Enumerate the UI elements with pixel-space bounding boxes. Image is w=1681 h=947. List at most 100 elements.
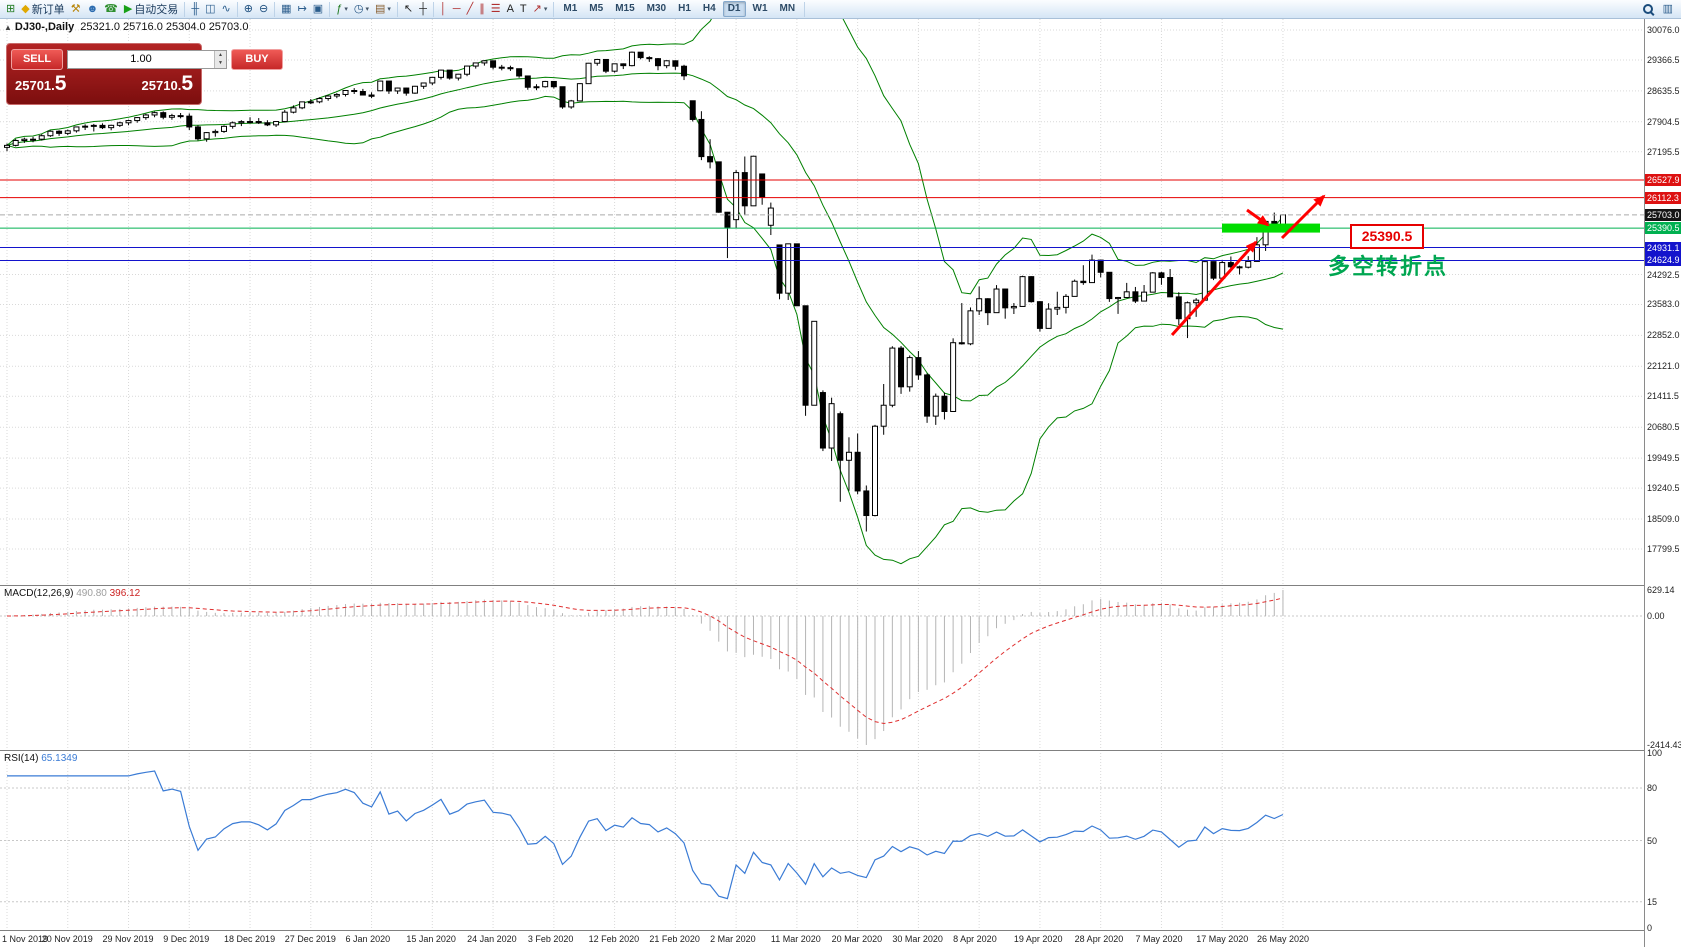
line-chart-icon: ∿ (221, 3, 231, 15)
turning-point-text: 多空转折点 (1328, 254, 1449, 279)
zoom-out-button[interactable]: ⊖ (257, 1, 270, 17)
vertical-line-icon: │ (439, 3, 447, 15)
horizontal-line-icon: ─ (452, 3, 461, 15)
label-button[interactable]: T (518, 1, 529, 17)
time-axis[interactable]: 1 Nov 2019 20 Nov 2019 29 Nov 2019 9 Dec 20… (0, 931, 1644, 947)
timeframe-m30-button[interactable]: M30 (646, 3, 667, 14)
toolbar-group: ▦ ↦ ▣ (275, 1, 331, 17)
price-tick-label: 23583.0 (1647, 299, 1680, 310)
bar-chart-button[interactable]: ╫ (189, 1, 201, 17)
indicators-button-caret[interactable]: ▾ (344, 6, 348, 13)
timeframe-m15-button[interactable]: M15 (615, 3, 635, 14)
sell-button[interactable]: SELL (11, 48, 63, 70)
price-tick-label: 19240.5 (1647, 483, 1680, 494)
chart-canvas[interactable] (0, 19, 1644, 931)
channel-button[interactable]: ∥ (477, 1, 487, 17)
rsi-tick-label: 0 (1647, 923, 1653, 933)
tile-windows-icon: ▣ (312, 3, 324, 15)
chart-shift-button[interactable]: ↦ (296, 1, 309, 17)
text-button[interactable]: A (505, 1, 516, 17)
support-button[interactable]: ☎ (102, 1, 120, 17)
price-axis[interactable]: 30076.0 29366.5 28635.5 27904.5 27195.5 24292… (1644, 19, 1681, 947)
trendline-button[interactable]: ╱ (465, 1, 476, 17)
price-tick-label: 19949.5 (1647, 453, 1680, 464)
periods-button-caret[interactable]: ▾ (365, 6, 369, 13)
timeframe-m5-button[interactable]: M5 (589, 3, 604, 14)
line-chart-button[interactable]: ∿ (220, 1, 233, 17)
timeframe-h4-button[interactable]: H4 (702, 3, 716, 14)
rsi-label: RSI(14) 65.1349 (4, 753, 77, 764)
macd-name: MACD(12,26,9) (4, 588, 74, 599)
quick-panel-button[interactable]: ▥ (1661, 1, 1675, 17)
horizontal-line-button[interactable]: ─ (451, 1, 463, 17)
price-line-label: 25703.0 (1645, 208, 1681, 221)
template-icon: ▤ (374, 3, 386, 15)
timeframe-w1-button[interactable]: W1 (752, 3, 768, 14)
periods-button[interactable]: ◷ ▾ (352, 1, 371, 17)
macd-label: MACD(12,26,9) 490.80 396.12 (4, 588, 140, 599)
templates-button-caret[interactable]: ▾ (387, 6, 391, 13)
date-label: 30 Mar 2020 (892, 934, 943, 944)
toolbox-button[interactable]: ⚒ (69, 1, 83, 17)
zoom-out-icon: ⊖ (258, 3, 269, 15)
date-label: 26 May 2020 (1256, 934, 1309, 944)
price-tick-label: 30076.0 (1647, 25, 1680, 35)
search-button[interactable] (1639, 1, 1657, 17)
timeframe-h1-button[interactable]: H1 (678, 3, 691, 14)
date-label: 24 Jan 2020 (467, 934, 517, 944)
date-label: 17 May 2020 (1196, 934, 1249, 944)
cursor-icon: ↖ (403, 3, 414, 15)
channel-icon: ∥ (479, 3, 485, 15)
symbol-period-label: DJ30-,Daily (14, 21, 75, 33)
volume-input[interactable] (68, 50, 214, 68)
hammer-icon: ⚒ (70, 3, 81, 15)
price-tick-label: 17799.5 (1647, 544, 1680, 554)
volume-down-icon[interactable]: ▼ (215, 59, 226, 68)
zoom-in-icon: ⊕ (243, 3, 253, 15)
fibonacci-button[interactable]: ☰ (489, 1, 503, 17)
panel-icon: ▥ (1662, 3, 1673, 15)
toolbar-group: │ ─ ╱ ∥ ☰ A T ↗ ▾ (434, 1, 555, 17)
price-tick-label: 22852.0 (1647, 330, 1680, 341)
cursor-button[interactable]: ↖ (402, 1, 415, 17)
crosshair-button[interactable]: ┼ (417, 1, 429, 17)
arrows-button[interactable]: ↗ ▾ (531, 1, 550, 17)
chart-header: ▲ DJ30-,Daily 25321.0 25716.0 25304.0 2570… (4, 21, 248, 33)
date-label: 20 Nov 2019 (41, 934, 93, 944)
rsi-tick-label: 50 (1647, 835, 1658, 846)
timeframe-d1-button[interactable]: D1 (722, 1, 746, 17)
new-order-button[interactable]: ◆ 新订单 (19, 1, 66, 17)
buy-button[interactable]: BUY (231, 48, 283, 70)
chart-area[interactable]: ▲ DJ30-,Daily 25321.0 25716.0 25304.0 2570… (0, 19, 1644, 931)
date-label: 19 Apr 2020 (1013, 934, 1063, 944)
toolbar-group: M1 M5 M15 M30 H1 H4 D1 W1 MN (554, 1, 806, 17)
toolbar-group: ⊕ ⊖ (238, 1, 276, 17)
auto-scroll-button[interactable]: ▦ (279, 1, 293, 17)
indicators-button[interactable]: ƒ ▾ (334, 1, 350, 17)
candlestick-button[interactable]: ◫ (203, 1, 217, 17)
collapse-triangle-icon[interactable]: ▲ (4, 23, 12, 32)
new-chart-button[interactable]: ⊞ (4, 1, 17, 17)
timeframe-mn-button[interactable]: MN (779, 3, 796, 14)
date-label: 1 Nov 2019 (2, 934, 49, 944)
chart-shift-icon: ↦ (297, 3, 307, 15)
timeframe-m1-button[interactable]: M1 (563, 3, 578, 14)
templates-button[interactable]: ▤ ▾ (373, 1, 393, 17)
date-label: 18 Dec 2019 (224, 934, 276, 944)
date-label: 11 Mar 2020 (770, 934, 821, 944)
accounts-button[interactable]: ☻ (85, 1, 101, 17)
volume-spinner: ▲ ▼ (214, 50, 226, 68)
volume-up-icon[interactable]: ▲ (215, 50, 226, 59)
arrows-button-caret[interactable]: ▾ (543, 6, 548, 13)
ohlc-bars-icon: ╫ (191, 3, 200, 15)
vertical-line-button[interactable]: │ (438, 1, 449, 17)
toolbar-group: ⊞ ◆ 新订单 ⚒ ☻ ☎ ▶ 自动交易 (0, 1, 186, 17)
label-icon: T (519, 3, 527, 15)
tile-windows-button[interactable]: ▣ (311, 1, 325, 17)
clock-icon: ◷ (353, 3, 364, 15)
ohlc-values: 25321.0 25716.0 25304.0 25703.0 (80, 21, 249, 33)
auto-trading-button[interactable]: ▶ 自动交易 (122, 1, 180, 17)
macd-min-label: -2414.43 (1647, 740, 1681, 750)
zoom-in-button[interactable]: ⊕ (242, 1, 255, 17)
